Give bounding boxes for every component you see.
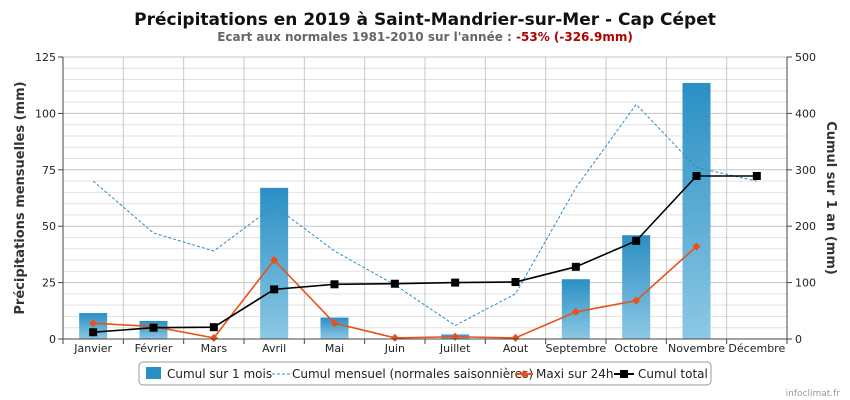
x-tick-label: Mars <box>201 342 228 355</box>
marker-maxi-24h[interactable] <box>270 256 279 265</box>
legend-item-maxi-24h[interactable]: Maxi sur 24h <box>515 367 613 381</box>
marker-maxi-24h[interactable] <box>511 333 520 342</box>
marker-cumul-total[interactable] <box>149 323 158 332</box>
marker-maxi-24h[interactable] <box>692 242 701 251</box>
y-tick-label-left: 25 <box>42 277 56 290</box>
marker-cumul-total[interactable] <box>270 285 279 294</box>
x-tick-label: Septembre <box>546 342 607 355</box>
axes: 0 25 50 75 100 125 0 100 200 300 400 500 Janvier Févr… <box>35 51 816 355</box>
y-tick-label-right: 0 <box>795 333 802 346</box>
marker-maxi-24h[interactable] <box>209 333 218 342</box>
marker-cumul-total[interactable] <box>571 262 580 271</box>
marker-cumul-total[interactable] <box>89 328 98 337</box>
marker-cumul-total[interactable] <box>451 278 460 287</box>
marker-cumul-total[interactable] <box>752 172 761 181</box>
y-tick-label-left: 100 <box>35 107 56 120</box>
legend-black-marker <box>620 370 628 378</box>
y-tick-label-right: 100 <box>795 277 816 290</box>
bar-octobre[interactable] <box>622 235 651 339</box>
x-tick-label: Mai <box>325 342 344 355</box>
marker-maxi-24h[interactable] <box>571 307 580 316</box>
x-tick-label: Aout <box>503 342 529 355</box>
legend: Cumul sur 1 mois Cumul mensuel (normales… <box>138 361 712 386</box>
y-tick-label-right: 200 <box>795 220 816 233</box>
y-tick-label-left: 0 <box>49 333 56 346</box>
y-tick-label-right: 400 <box>795 107 816 120</box>
line-cumul-total[interactable] <box>93 175 757 334</box>
marker-cumul-total[interactable] <box>632 236 641 245</box>
y-axis-label-left: Précipitations mensuelles (mm) <box>13 81 28 314</box>
x-tick-label: Juin <box>384 342 405 355</box>
chart-title: Précipitations en 2019 à Saint-Mandrier-… <box>134 10 716 30</box>
legend-item-normales[interactable]: Cumul mensuel (normales saisonnières) <box>272 367 533 381</box>
legend-label-normales: Cumul mensuel (normales saisonnières) <box>292 367 533 381</box>
chart-subtitle: Ecart aux normales 1981-2010 sur l'année… <box>217 30 633 44</box>
legend-label-cumul-total: Cumul total <box>638 367 708 381</box>
bar-novembre[interactable] <box>682 82 711 339</box>
y-tick-label-left: 125 <box>35 51 56 64</box>
x-tick-label: Décembre <box>728 342 785 355</box>
legend-item-cumul-total[interactable]: Cumul total <box>614 367 708 381</box>
marker-cumul-total[interactable] <box>330 280 339 289</box>
marker-cumul-total[interactable] <box>390 279 399 288</box>
y-tick-label-right: 500 <box>795 51 816 64</box>
marker-maxi-24h[interactable] <box>390 333 399 342</box>
subtitle-prefix: Ecart aux normales 1981-2010 sur l'année… <box>217 30 516 44</box>
x-tick-label: Janvier <box>73 342 112 355</box>
grid <box>62 56 788 340</box>
marker-cumul-total[interactable] <box>511 278 520 287</box>
bar-mai[interactable] <box>320 317 349 339</box>
y-tick-label-left: 50 <box>42 220 56 233</box>
y-tick-label-left: 75 <box>42 164 56 177</box>
subtitle-deviation-value: -53% (-326.9mm) <box>516 30 633 44</box>
bars-cumul-mois <box>79 82 711 339</box>
y-tick-label-right: 300 <box>795 164 816 177</box>
marker-maxi-24h[interactable] <box>330 319 339 328</box>
legend-item-cumul-mois[interactable]: Cumul sur 1 mois <box>146 367 272 381</box>
legend-box <box>138 361 712 386</box>
x-tick-label: Avril <box>262 342 286 355</box>
marker-maxi-24h[interactable] <box>632 296 641 305</box>
series-lines <box>89 103 761 342</box>
marker-maxi-24h[interactable] <box>89 319 98 328</box>
marker-cumul-total[interactable] <box>692 172 701 181</box>
legend-orange-marker <box>520 370 528 378</box>
legend-label-cumul-mois: Cumul sur 1 mois <box>167 367 272 381</box>
x-tick-label: Février <box>135 342 173 355</box>
x-tick-label: Octobre <box>614 342 658 355</box>
y-axis-label-right: Cumul sur 1 an (mm) <box>823 121 838 275</box>
credit-text[interactable]: infoclimat.fr <box>786 389 841 399</box>
legend-bar-swatch <box>146 367 161 379</box>
marker-maxi-24h[interactable] <box>451 332 460 341</box>
x-tick-label: Juillet <box>439 342 471 355</box>
legend-label-maxi-24h: Maxi sur 24h <box>536 367 613 381</box>
line-normales[interactable] <box>92 103 757 327</box>
x-tick-label: Novembre <box>668 342 725 355</box>
marker-cumul-total[interactable] <box>209 323 218 332</box>
